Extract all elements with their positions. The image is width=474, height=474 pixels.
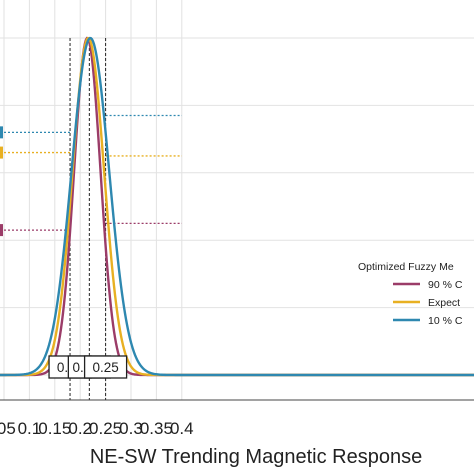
x-tick-label: 0.2 (68, 419, 92, 438)
x-tick-label: .05 (0, 419, 16, 438)
legend-item: Expect (393, 297, 460, 309)
marker-label-box: 0.25 (83, 355, 128, 379)
x-tick-label: 0.25 (89, 419, 122, 438)
legend-label: Expect (428, 297, 460, 309)
horizontal-marker-tick (0, 224, 3, 237)
x-tick-label: 0.4 (170, 419, 194, 438)
legend: Optimized Fuzzy Me 90 % C Expect 10 % C (358, 261, 463, 327)
x-axis-title: NE-SW Trending Magnetic Response (90, 446, 422, 468)
x-tick-label: 0.35 (140, 419, 173, 438)
marker-annotations: 0.180.2180.25 (48, 355, 128, 379)
horizontal-markers (0, 114, 182, 237)
marker-label: 0.25 (92, 360, 118, 375)
legend-item: 10 % C (393, 315, 463, 327)
legend-title: Optimized Fuzzy Me (358, 261, 454, 273)
horizontal-marker-tick (0, 126, 3, 139)
x-tick-label: 0.15 (38, 419, 71, 438)
x-tick-label: 0.1 (18, 419, 42, 438)
x-tick-label: 0.3 (119, 419, 143, 438)
series-curves (0, 36, 474, 377)
series-line (0, 36, 474, 377)
legend-label: 10 % C (428, 315, 463, 327)
horizontal-marker-tick (0, 146, 3, 159)
legend-label: 90 % C (428, 279, 463, 291)
x-tick-labels: .050.10.150.20.250.30.350.4 (0, 419, 194, 438)
legend-item: 90 % C (393, 279, 463, 291)
